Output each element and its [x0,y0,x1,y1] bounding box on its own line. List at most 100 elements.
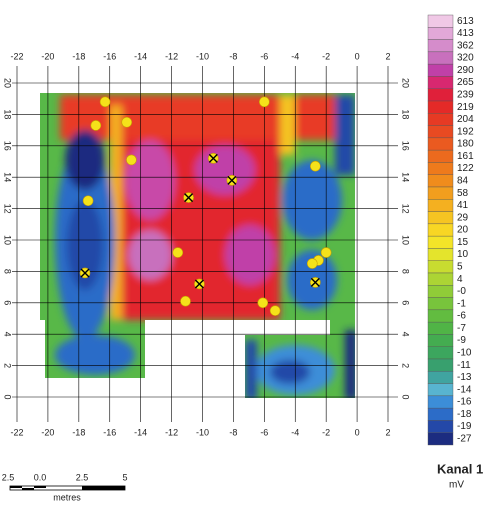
legend-label: 265 [457,77,474,88]
survey-heatmap [40,93,355,398]
marker-cross [208,153,218,163]
y-tick-label: 12 [3,204,13,214]
scale-label: 2.5 [2,472,15,482]
y-tick-label: 20 [3,78,13,88]
legend-label: -6 [457,311,466,322]
x-tick-label: -18 [72,427,85,437]
grid: -22-22-20-20-18-18-16-16-14-14-12-12-10-… [3,51,411,437]
marker-cross [227,175,237,185]
marker [90,120,102,131]
legend-swatch [427,420,454,433]
legend-label: 122 [457,163,474,174]
scale-label: 0.0 [34,472,47,482]
legend-swatch [427,235,454,249]
x-tick-label: -18 [72,51,85,61]
y-tick-label: 6 [3,300,13,305]
legend-label: -16 [457,397,472,408]
legend-swatch [427,407,454,421]
legend-label: 192 [457,126,474,137]
marker-cross [184,193,194,203]
legend-swatch [427,321,454,335]
legend-label: 239 [457,89,474,100]
marker-cross [194,279,204,289]
x-tick-label: -8 [229,51,237,61]
y-tick-label: 8 [3,269,13,274]
legend-swatch [427,272,454,286]
legend-label: -0 [457,286,466,297]
legend-label: 219 [457,102,474,113]
legend-swatch [427,248,454,261]
y-tick-label: 14 [3,172,13,182]
x-tick-label: -8 [229,427,237,437]
legend-swatch [427,174,454,188]
marker [310,160,321,172]
scale-label: 2.5 [76,472,89,482]
y-tick-label: 12 [401,204,411,214]
legend-label: 362 [457,40,474,51]
legend-label: 161 [457,151,474,162]
marker [180,295,191,307]
legend-swatch [427,260,454,274]
y-tick-label: 0 [3,394,13,399]
scale-label: 5 [122,472,127,482]
legend-label: 29 [457,212,469,223]
legend-label: 613 [457,16,474,27]
x-tick-label: -2 [322,427,330,437]
legend-label: 58 [457,188,469,199]
x-tick-label: -12 [165,427,178,437]
legend-label: -11 [457,360,471,371]
legend-label: 290 [457,65,474,76]
x-tick-label: -22 [10,51,23,61]
x-tick-label: -20 [41,427,54,437]
legend-swatch [427,346,454,360]
marker [82,195,94,207]
legend-swatch [427,76,454,89]
y-tick-label: 6 [401,300,411,305]
legend-swatch [427,27,454,40]
marker [99,96,111,108]
x-tick-label: -6 [260,51,268,61]
x-tick-label: -6 [260,427,268,437]
legend-label: 20 [457,225,469,236]
legend-swatch [427,39,454,53]
legend-swatch [427,137,454,151]
y-tick-label: 16 [401,141,411,151]
legend-label: 84 [457,175,469,186]
y-tick-label: 4 [401,332,411,337]
legend-swatch [427,162,454,175]
legend: Kanal 1 mV 61341336232029026523921920419… [427,14,483,491]
marker-cross [80,268,90,278]
legend-label: -7 [457,323,466,334]
legend-swatch [427,211,454,225]
legend-label: -14 [457,384,472,395]
legend-label: -27 [457,433,472,444]
y-tick-label: 20 [401,78,411,88]
legend-title: Kanal 1 [437,461,483,476]
legend-swatch [427,51,454,65]
scale-bar: 2.5 0.0 2.5 5 metres [2,472,128,502]
legend-label: -18 [457,409,472,420]
legend-label: -19 [457,421,472,432]
legend-label: 5 [457,261,463,272]
legend-swatch [427,395,454,409]
y-tick-label: 14 [401,172,411,182]
legend-label: 413 [457,28,474,39]
y-tick-label: 16 [3,141,13,151]
x-tick-label: 0 [355,51,360,61]
marker [306,258,318,269]
legend-swatch [427,371,454,384]
x-tick-label: -10 [196,427,209,437]
marker [257,297,269,309]
x-tick-label: -14 [134,427,147,437]
legend-swatch [427,358,454,372]
legend-label: 41 [457,200,469,211]
legend-label: 4 [457,274,463,285]
x-tick-label: 2 [385,51,390,61]
legend-swatch [427,14,454,28]
x-tick-label: -10 [196,51,209,61]
y-tick-label: 10 [401,235,411,245]
legend-swatch [427,383,454,397]
legend-swatch [427,223,454,237]
legend-label: 180 [457,139,474,150]
legend-swatch [427,149,454,163]
